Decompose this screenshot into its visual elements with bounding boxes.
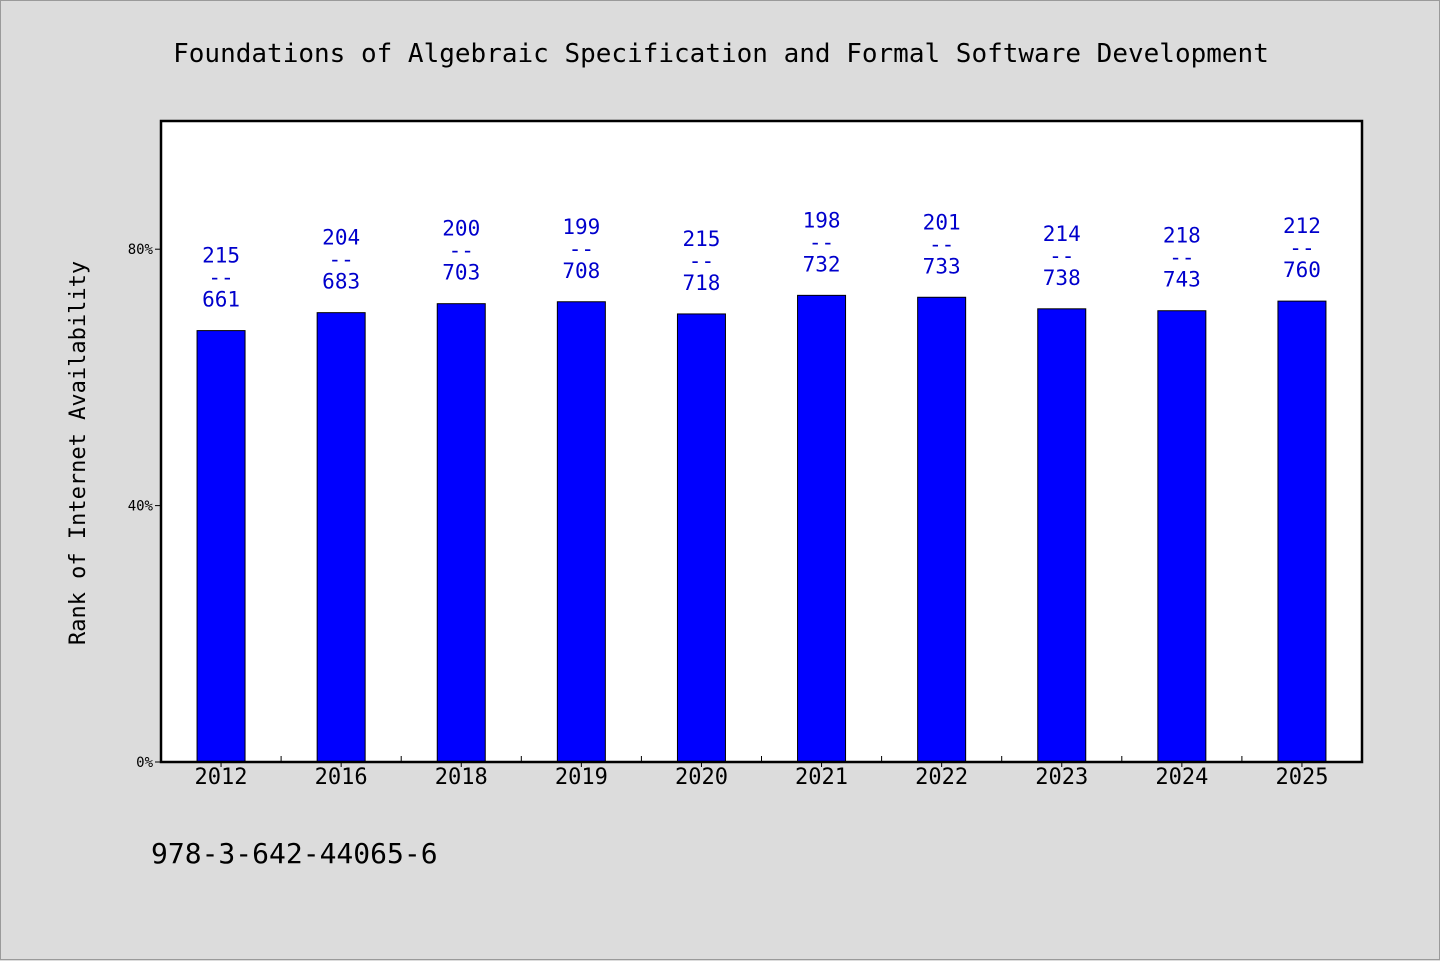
data-label-separator-2023: -- (1049, 244, 1074, 268)
x-tick-label-2021: 2021 (795, 765, 848, 790)
x-tick-label-2024: 2024 (1155, 765, 1208, 790)
bar-2021 (797, 294, 847, 763)
bar-2022 (917, 296, 967, 763)
x-tick-label-2019: 2019 (555, 765, 608, 790)
data-label-bottom-2019: 708 (562, 259, 600, 283)
data-label-separator-2012: -- (208, 266, 233, 290)
data-label-top-2020: 215 (682, 227, 720, 251)
data-label-separator-2016: -- (329, 248, 354, 272)
x-tick-label-2018: 2018 (435, 765, 488, 790)
data-label-bottom-2023: 738 (1043, 266, 1081, 290)
data-label-separator-2025: -- (1289, 236, 1314, 260)
y-tick-label-0: 0% (136, 755, 153, 771)
bar-2019 (556, 301, 606, 763)
data-label-separator-2020: -- (689, 249, 714, 273)
data-label-separator-2024: -- (1169, 246, 1194, 270)
data-label-separator-2019: -- (569, 237, 594, 261)
isbn-label: 978-3-642-44065-6 (151, 837, 438, 870)
x-tick-label-2022: 2022 (915, 765, 968, 790)
y-tick-label-40: 40% (128, 499, 154, 515)
data-labels-layer: 215--661204--683200--703199--708215--718… (202, 208, 1321, 311)
axis-layer: 2012 2016 2018 2019 2020 2021 2022 2023 2024 2025… (128, 242, 1329, 790)
bar-2020 (676, 313, 726, 763)
data-label-top-2022: 201 (923, 210, 961, 234)
data-label-bottom-2021: 732 (803, 252, 841, 276)
x-tick-label-2020: 2020 (675, 765, 728, 790)
data-label-top-2016: 204 (322, 226, 360, 250)
bar-2018 (436, 303, 486, 763)
plot-border (159, 119, 1364, 764)
y-tick-label-80: 80% (128, 242, 154, 258)
bar-2024 (1157, 310, 1207, 763)
data-label-top-2023: 214 (1043, 222, 1081, 246)
data-label-separator-2018: -- (449, 239, 474, 263)
bar-2023 (1037, 308, 1087, 763)
data-label-top-2012: 215 (202, 244, 240, 268)
bars-layer (196, 294, 1327, 763)
y-axis-label: Rank of Internet Availability (66, 261, 91, 645)
data-label-bottom-2018: 703 (442, 261, 480, 285)
data-label-top-2025: 212 (1283, 214, 1321, 238)
data-label-bottom-2020: 718 (682, 271, 720, 295)
data-label-separator-2022: -- (929, 232, 954, 256)
data-label-top-2019: 199 (562, 215, 600, 239)
data-label-bottom-2016: 683 (322, 270, 360, 294)
data-label-bottom-2024: 743 (1163, 268, 1201, 292)
chart-title: Foundations of Algebraic Specification a… (173, 39, 1269, 69)
bar-2025 (1277, 300, 1327, 763)
x-tick-label-2016: 2016 (315, 765, 368, 790)
data-label-separator-2021: -- (809, 230, 834, 254)
x-tick-label-2012: 2012 (195, 765, 248, 790)
data-label-bottom-2025: 760 (1283, 258, 1321, 282)
data-label-bottom-2022: 733 (923, 254, 961, 278)
data-label-bottom-2012: 661 (202, 288, 240, 312)
x-tick-label-2025: 2025 (1275, 765, 1328, 790)
data-label-top-2018: 200 (442, 217, 480, 241)
x-tick-label-2023: 2023 (1035, 765, 1088, 790)
bar-2012 (196, 330, 246, 763)
data-label-top-2024: 218 (1163, 224, 1201, 248)
data-label-top-2021: 198 (803, 208, 841, 232)
bar-2016 (316, 312, 366, 763)
